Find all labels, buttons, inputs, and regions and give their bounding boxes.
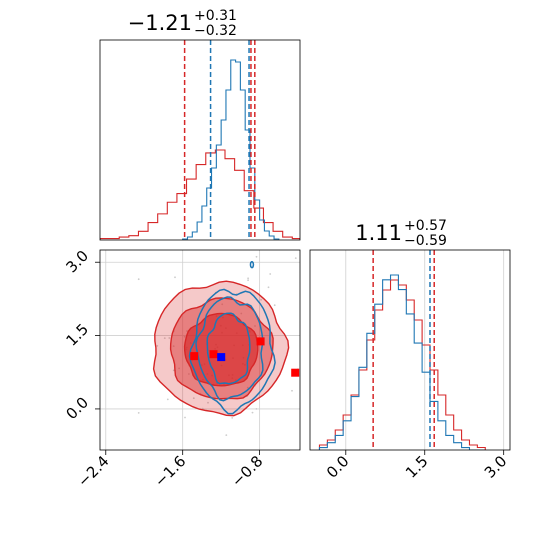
scatter-point [197,212,199,214]
tick-label-x-p2: 0.0 [323,452,353,482]
contour-blue-level-1 [206,312,251,385]
joint-contour-plot: −2.4 −1.6 −0.8 0.0 1.5 3.0 [62,212,390,491]
scatter-point [221,303,224,306]
axes-frame-2d [99,249,301,451]
scatter-point [240,312,243,315]
scatter-point [255,408,258,410]
marker-red [190,352,199,361]
scatter-point [207,401,209,404]
marker-red [291,368,300,377]
scatter-point [188,373,190,375]
scatter-point [326,293,328,295]
scatter-point [260,298,262,301]
scatter-point [192,397,195,400]
histogram-blue-p1 [182,59,280,240]
tick-label-x-2d: −1.6 [151,452,189,490]
scatter-point [183,335,186,338]
scatter-point [231,417,234,419]
scatter-point [163,337,166,339]
histogram-red-p2 [318,279,486,450]
scatter-point [137,278,140,281]
scatter-point [273,304,276,307]
histogram-red-p1 [100,149,300,240]
scatter-point [186,330,188,332]
scatter-point [255,255,258,258]
scatter-point [246,386,249,389]
scatter-point [184,416,186,419]
marginal-histogram-p2: 0.0 1.5 3.0 1.11 +0.57−0.59 [309,218,511,482]
marker-blue [217,353,226,362]
scatter-point [269,273,272,275]
scatter-point [156,345,159,347]
title-p1: −1.21 +0.31−0.32 [128,8,237,39]
axes-frame-p1 [99,39,301,241]
tick-label-x-p2: 3.0 [481,452,511,482]
scatter-point [168,337,171,339]
scatter-point [318,345,320,347]
scatter-point [172,345,175,347]
tick-label-x-2d: −2.4 [74,452,112,490]
axes-frame-p2 [309,249,511,451]
title-p1-lower-error: −0.32 [194,23,237,39]
title-p1-upper-error: +0.31 [194,8,237,24]
tick-label-y-2d: 1.5 [62,320,92,350]
marker-red [209,350,218,359]
contour-red-level-3 [183,312,259,387]
scatter-point [291,389,293,392]
histogram-blue-p2 [318,274,486,450]
marginal-histogram-p1: −1.21 +0.31−0.32 [99,8,301,241]
scatter-point [178,367,181,370]
contour-blue-level-2 [195,296,264,402]
scatter-point [166,398,169,401]
scatter-point [254,325,256,327]
scatter-point [225,434,228,436]
contour-blue-island [249,260,255,269]
scatter-point [294,257,297,259]
marker-red [256,337,265,346]
scatter-point [137,412,140,414]
scatter-point [251,411,254,414]
scatter-point [130,228,132,230]
title-p2: 1.11 +0.57−0.59 [355,218,447,249]
scatter-point [247,279,250,282]
tick-label-y-2d: 3.0 [62,247,92,277]
scatter-point [174,276,176,279]
title-p2-lower-error: −0.59 [404,233,447,249]
scatter-point [247,277,250,280]
tick-label-x-p2: 1.5 [402,452,432,482]
scatter-point [388,333,390,335]
contour-blue-level-3 [188,288,276,415]
tick-label-y-2d: 0.0 [62,393,92,423]
title-p2-upper-error: +0.57 [404,218,447,234]
tick-label-x-2d: −0.8 [228,452,266,490]
title-p2-value: 1.11 [355,221,402,245]
title-p1-value: −1.21 [128,11,192,35]
scatter-point [267,286,270,289]
